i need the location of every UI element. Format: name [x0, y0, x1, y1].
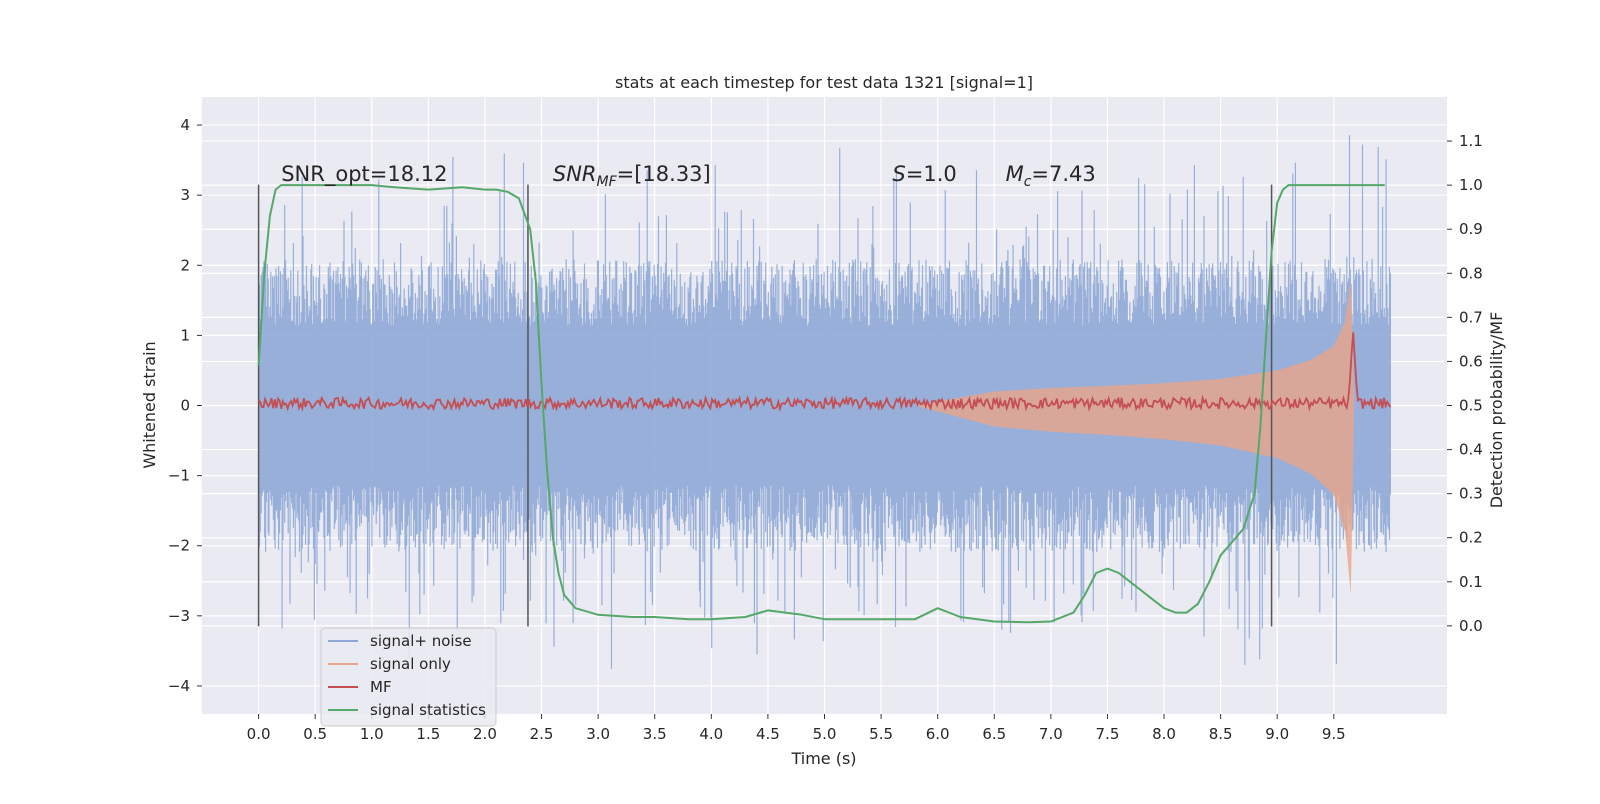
- y-right-tick-label: 0.3: [1459, 485, 1483, 503]
- x-tick-label: 2.5: [530, 725, 554, 743]
- ticks: 0.0 0.5 1.0 1.5 2.0 2.5 3.0 3.5 4.0 4.5 5.0 5.5 6.0 6…: [168, 116, 1483, 743]
- y-right-tick-label: 0.9: [1459, 220, 1483, 238]
- annotation-3: S=1.0: [892, 162, 956, 186]
- y-left-tick-label: 4: [180, 116, 190, 134]
- y-right-tick-label: 0.0: [1459, 617, 1483, 635]
- y-left-tick-label: 3: [180, 186, 190, 204]
- annotations: SNR_opt=18.12 SNRMF=[18.33] S=1.0 Mc=7.43: [281, 162, 1096, 190]
- x-tick-label: 5.0: [813, 725, 837, 743]
- y-right-tick-label: 0.8: [1459, 264, 1483, 282]
- y-axis-label-left: Whitened strain: [140, 341, 159, 468]
- x-tick-label: 0.0: [247, 725, 271, 743]
- annotation-4: Mc=7.43: [1006, 162, 1096, 190]
- y-left-tick-label: −1: [168, 467, 190, 485]
- x-tick-label: 4.0: [699, 725, 723, 743]
- x-tick-label: 1.5: [416, 725, 440, 743]
- legend-label-signal-only: signal only: [370, 655, 451, 673]
- y-left-tick-label: −3: [168, 607, 190, 625]
- x-tick-label: 9.5: [1322, 725, 1346, 743]
- x-axis-label: Time (s): [790, 749, 856, 768]
- x-tick-label: 0.5: [303, 725, 327, 743]
- mf-layer: [257, 332, 1392, 413]
- signal-layer: [915, 279, 1355, 595]
- legend: signal+ noise signal only MF signal stat…: [320, 627, 497, 727]
- x-tick-label: 7.0: [1039, 725, 1063, 743]
- legend-box: [320, 627, 497, 727]
- x-tick-label: 9.0: [1265, 725, 1289, 743]
- x-tick-label: 6.5: [982, 725, 1006, 743]
- y-right-tick-label: 0.2: [1459, 529, 1483, 547]
- x-tick-label: 6.0: [926, 725, 950, 743]
- y-right-tick-label: 1.0: [1459, 176, 1483, 194]
- legend-label-mf: MF: [370, 678, 392, 696]
- x-tick-label: 7.5: [1096, 725, 1120, 743]
- y-left-tick-label: −4: [168, 677, 190, 695]
- y-right-tick-label: 1.1: [1459, 132, 1483, 150]
- y-left-tick-label: −2: [168, 537, 190, 555]
- legend-label-signal-noise: signal+ noise: [370, 632, 472, 650]
- x-tick-label: 8.5: [1209, 725, 1233, 743]
- x-tick-label: 5.5: [869, 725, 893, 743]
- stat-layer: [257, 184, 1385, 624]
- y-left-tick-label: 1: [180, 326, 190, 344]
- y-right-tick-label: 0.1: [1459, 573, 1483, 591]
- x-tick-label: 4.5: [756, 725, 780, 743]
- x-tick-label: 3.0: [586, 725, 610, 743]
- series-signal-only: [915, 279, 1355, 595]
- annotation-2: SNRMF=[18.33]: [553, 162, 711, 190]
- y-right-tick-label: 0.5: [1459, 397, 1483, 415]
- y-left-tick-label: 0: [180, 397, 190, 415]
- chart-title: stats at each timestep for test data 132…: [615, 73, 1033, 92]
- annotation-1: SNR_opt=18.12: [281, 162, 447, 187]
- x-tick-label: 8.0: [1152, 725, 1176, 743]
- legend-label-signal-statistics: signal statistics: [370, 701, 486, 719]
- x-tick-label: 1.0: [360, 725, 384, 743]
- series-mf: [257, 332, 1392, 413]
- y-right-tick-label: 0.7: [1459, 308, 1483, 326]
- x-tick-label: 2.0: [473, 725, 497, 743]
- series-signal-statistics: [257, 184, 1385, 624]
- y-axis-label-right: Detection probability/MF: [1487, 312, 1506, 509]
- y-right-tick-label: 0.6: [1459, 352, 1483, 370]
- y-right-tick-label: 0.4: [1459, 441, 1483, 459]
- x-tick-label: 3.5: [643, 725, 667, 743]
- y-left-tick-label: 2: [180, 256, 190, 274]
